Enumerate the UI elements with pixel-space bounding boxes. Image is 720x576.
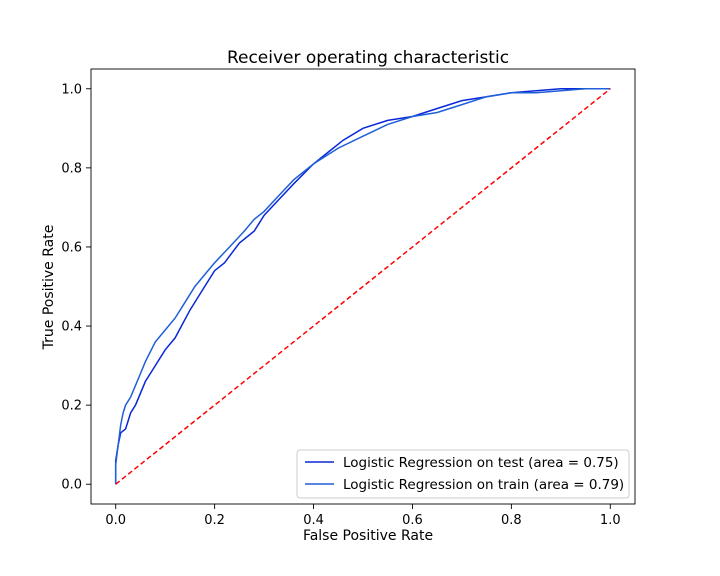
y-axis-label: True Positive Rate (41, 225, 57, 351)
plot-frame (90, 68, 636, 505)
series-line-1 (114, 88, 611, 485)
legend-label: Logistic Regression on test (area = 0.75… (343, 455, 619, 471)
y-tick-label: 0.6 (61, 240, 82, 255)
plot-lines (114, 88, 611, 485)
x-tick-label: 0.2 (204, 513, 225, 528)
legend-label: Logistic Regression on train (area = 0.7… (343, 477, 624, 493)
y-tick-label: 0.8 (61, 161, 82, 176)
x-tick-label: 0.4 (303, 513, 324, 528)
legend: Logistic Regression on test (area = 0.75… (296, 449, 630, 499)
chart-title: Receiver operating characteristic (227, 48, 509, 68)
x-tick-label: 0.8 (501, 513, 522, 528)
chance-diagonal-line (115, 88, 611, 485)
series-line-0 (114, 88, 611, 485)
x-tick-label: 1.0 (600, 513, 621, 528)
x-tick-label: 0.6 (402, 513, 423, 528)
x-axis-ticks: 0.0 0.2 0.4 0.6 0.8 1.0 (105, 504, 621, 528)
x-tick-label: 0.0 (105, 513, 126, 528)
y-tick-label: 0.0 (61, 478, 82, 493)
legend-box (296, 449, 630, 499)
y-axis-ticks: 0.0 0.2 0.4 0.6 0.8 1.0 (61, 82, 91, 493)
y-tick-label: 0.2 (61, 399, 82, 414)
y-tick-label: 1.0 (61, 82, 82, 97)
y-tick-label: 0.4 (61, 320, 82, 335)
x-axis-label: False Positive Rate (303, 528, 433, 544)
